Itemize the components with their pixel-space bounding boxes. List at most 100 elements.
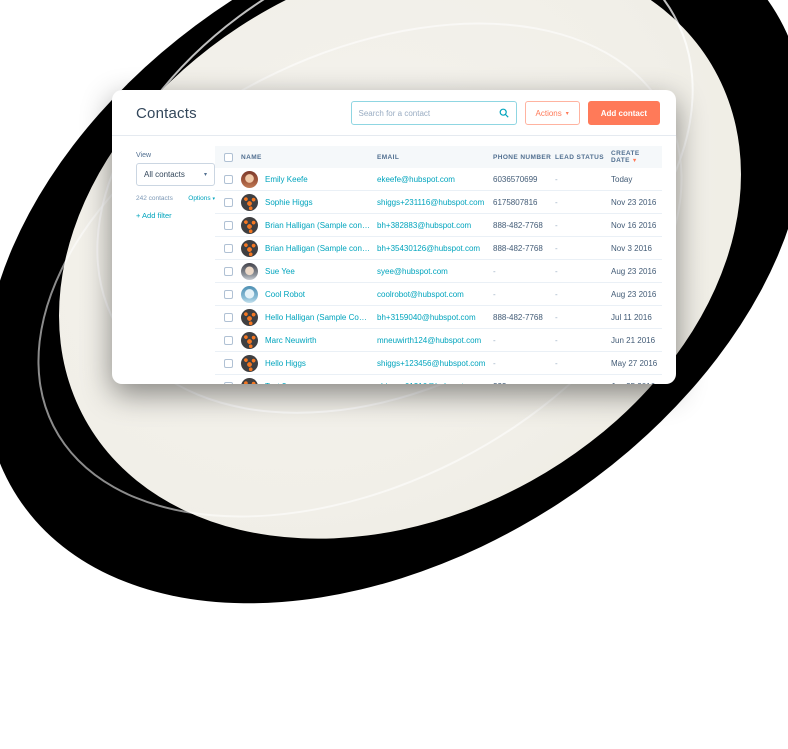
contacts-table: NAME EMAIL PHONE NUMBER LEAD STATUS CREA…: [215, 146, 662, 384]
contact-phone: 222: [493, 382, 555, 385]
select-all-checkbox[interactable]: [223, 152, 233, 162]
row-checkbox[interactable]: [223, 289, 233, 299]
view-select-dropdown[interactable]: All contacts ▾: [136, 163, 215, 186]
table-row[interactable]: Hello Higgs shiggs+123456@hubspot.com - …: [215, 352, 662, 375]
contact-create-date: Today: [611, 174, 633, 184]
contact-name-link[interactable]: Sue Yee: [265, 266, 295, 276]
row-checkbox[interactable]: [223, 335, 233, 345]
contact-create-date: Aug 23 2016: [611, 266, 657, 276]
table-row[interactable]: Brian Halligan (Sample cont… bh+35430126…: [215, 237, 662, 260]
row-checkbox[interactable]: [223, 312, 233, 322]
table-row[interactable]: Cool Robot coolrobot@hubspot.com - - Aug…: [215, 283, 662, 306]
contact-avatar: [241, 285, 258, 303]
contact-avatar: [241, 354, 258, 372]
row-checkbox[interactable]: [223, 197, 233, 207]
actions-button[interactable]: Actions ▾: [524, 101, 580, 125]
row-checkbox[interactable]: [223, 381, 233, 384]
contact-create-date: Jul 11 2016: [611, 312, 652, 322]
contact-lead-status: -: [555, 335, 558, 345]
add-contact-button[interactable]: Add contact: [587, 101, 660, 125]
contact-avatar: [241, 262, 258, 280]
contact-search[interactable]: [350, 101, 517, 125]
add-filter-link[interactable]: + Add filter: [136, 211, 172, 220]
contact-create-date: Nov 16 2016: [611, 220, 657, 230]
column-header-phone[interactable]: PHONE NUMBER: [493, 153, 552, 161]
contact-phone: 888-482-7768: [493, 243, 543, 253]
row-checkbox[interactable]: [223, 220, 233, 230]
contact-name-link[interactable]: Test 2: [265, 382, 292, 385]
table-header-row: NAME EMAIL PHONE NUMBER LEAD STATUS CREA…: [215, 146, 662, 168]
contact-phone: -: [493, 335, 496, 345]
column-header-create-date[interactable]: CREATE DATE ▼: [611, 150, 640, 164]
contact-phone: -: [493, 358, 496, 368]
count-row: 242 contacts Options ▾: [136, 195, 215, 202]
search-input[interactable]: [358, 108, 499, 118]
table-row[interactable]: Hello Halligan (Sample Con… bh+3159040@h…: [215, 306, 662, 329]
contact-name-link[interactable]: Brian Halligan (Sample cont…: [265, 243, 373, 253]
contact-email-link[interactable]: coolrobot@hubspot.com: [377, 289, 464, 299]
contact-email-link[interactable]: syee@hubspot.com: [377, 266, 448, 276]
contacts-count: 242 contacts: [136, 195, 173, 202]
contact-name-link[interactable]: Hello Higgs: [265, 358, 306, 368]
column-header-lead-status[interactable]: LEAD STATUS: [555, 153, 604, 161]
row-checkbox[interactable]: [223, 174, 233, 184]
options-link[interactable]: Options ▾: [188, 195, 215, 202]
add-contact-button-label: Add contact: [600, 108, 647, 118]
contact-avatar: [241, 193, 258, 211]
contact-avatar: [241, 216, 258, 234]
contact-phone: -: [493, 289, 496, 299]
contact-lead-status: -: [555, 266, 558, 276]
contact-create-date: Nov 3 2016: [611, 243, 652, 253]
contact-create-date: May 27 2016: [611, 358, 658, 368]
contact-avatar: [241, 331, 258, 349]
table-row[interactable]: Sophie Higgs shiggs+231116@hubspot.com 6…: [215, 191, 662, 214]
table-row[interactable]: Sue Yee syee@hubspot.com - - Aug 23 2016: [215, 260, 662, 283]
contact-avatar: [241, 377, 258, 384]
card-body: View All contacts ▾ 242 contacts Options…: [112, 136, 676, 384]
contact-avatar: [241, 308, 258, 326]
contact-email-link[interactable]: bh+35430126@hubspot.com: [377, 243, 481, 253]
table-row[interactable]: Brian Halligan (Sample cont… bh+382883@h…: [215, 214, 662, 237]
card-header: Contacts Actions ▾ Add contact: [112, 90, 676, 136]
column-header-name[interactable]: NAME: [241, 153, 262, 161]
contact-lead-status: -: [555, 197, 558, 207]
contact-lead-status: -: [555, 312, 558, 322]
contact-create-date: Jan 25 2016: [611, 382, 662, 385]
table-row[interactable]: Emily Keefe ekeefe@hubspot.com 603657069…: [215, 168, 662, 191]
contact-email-link[interactable]: bh+382883@hubspot.com: [377, 220, 472, 230]
chevron-down-icon: ▾: [212, 196, 215, 202]
contact-email-link[interactable]: shiggs+61216@hubspot.com: [377, 382, 493, 385]
contact-email-link[interactable]: mneuwirth124@hubspot.com: [377, 335, 482, 345]
sort-desc-icon: ▼: [631, 158, 638, 164]
contact-phone: 6175807816: [493, 197, 538, 207]
contact-avatar: [241, 239, 258, 257]
contact-name-link[interactable]: Emily Keefe: [265, 174, 308, 184]
row-checkbox[interactable]: [223, 243, 233, 253]
row-checkbox[interactable]: [223, 358, 233, 368]
contact-email-link[interactable]: ekeefe@hubspot.com: [377, 174, 455, 184]
contact-name-link[interactable]: Brian Halligan (Sample cont…: [265, 220, 373, 230]
contact-create-date: Nov 23 2016: [611, 197, 657, 207]
contact-phone: 6036570699: [493, 174, 538, 184]
contact-email-link[interactable]: shiggs+231116@hubspot.com: [377, 197, 485, 207]
contact-lead-status: -: [555, 220, 558, 230]
contact-lead-status: -: [555, 382, 611, 385]
contact-name-link[interactable]: Sophie Higgs: [265, 197, 313, 207]
chevron-down-icon: ▾: [565, 110, 569, 117]
contact-lead-status: -: [555, 289, 558, 299]
contact-lead-status: -: [555, 358, 558, 368]
contact-email-link[interactable]: shiggs+123456@hubspot.com: [377, 358, 486, 368]
column-header-email[interactable]: EMAIL: [377, 153, 400, 161]
contact-name-link[interactable]: Marc Neuwirth: [265, 335, 317, 345]
contact-name-link[interactable]: Cool Robot: [265, 289, 306, 299]
contact-lead-status: -: [555, 174, 558, 184]
contact-name-link[interactable]: Hello Halligan (Sample Con…: [265, 312, 372, 322]
contact-email-link[interactable]: bh+3159040@hubspot.com: [377, 312, 476, 322]
sidebar: View All contacts ▾ 242 contacts Options…: [112, 136, 215, 384]
contact-lead-status: -: [555, 243, 558, 253]
row-checkbox[interactable]: [223, 266, 233, 276]
contacts-card: Contacts Actions ▾ Add contact View All …: [112, 90, 676, 384]
chevron-down-icon: ▾: [203, 172, 207, 178]
table-row[interactable]: Test 2 shiggs+61216@hubspot.com 222 - Ja…: [215, 375, 662, 384]
table-row[interactable]: Marc Neuwirth mneuwirth124@hubspot.com -…: [215, 329, 662, 352]
